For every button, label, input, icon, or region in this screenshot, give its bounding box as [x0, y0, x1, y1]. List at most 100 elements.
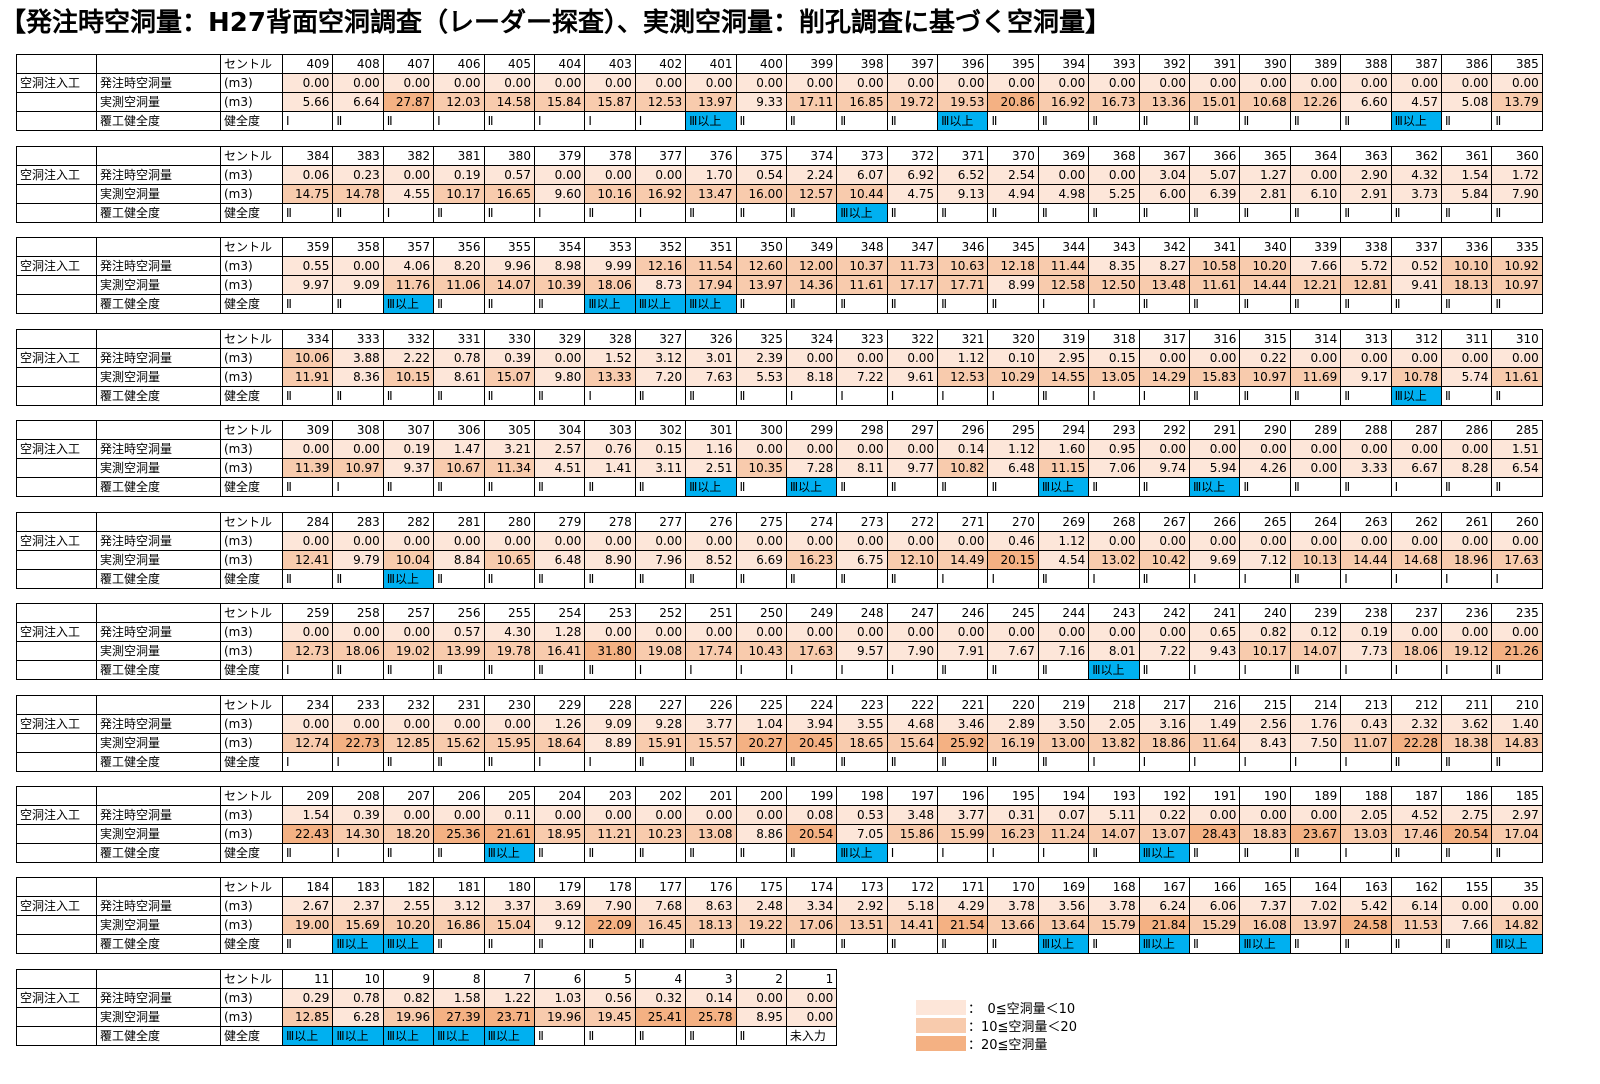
actual-volume-cell: 1.41 — [584, 458, 636, 478]
actual-volume-cell: 13.64 — [1037, 915, 1090, 935]
health-grade-cell: Ⅱ — [1289, 477, 1342, 497]
actual-volume-cell: 10.43 — [735, 641, 787, 661]
center-number-cell: 323 — [836, 329, 888, 349]
health-grade-cell: Ⅱ — [1239, 477, 1291, 497]
health-grade-cell: Ⅰ — [433, 111, 485, 131]
actual-volume-cell: 15.07 — [483, 367, 535, 387]
table-row-center-row: セントル 359 358 357 356 355 354 353 352 351 350 349 348… — [16, 237, 1543, 257]
label-cell — [16, 420, 97, 440]
order-volume-cell: 0.00 — [332, 256, 384, 276]
actual-volume-cell: 16.86 — [433, 915, 485, 935]
health-grade-cell: Ⅱ — [685, 843, 737, 863]
table-row-order-row: 空洞注入工 発注時空洞量 (m3) 10.06 3.88 2.22 0.78 0.39 0.00… — [16, 348, 1543, 368]
health-grade-cell: Ⅱ — [1340, 386, 1392, 406]
order-volume-cell: 0.00 — [1189, 439, 1241, 459]
center-number-cell: 380 — [483, 146, 535, 166]
health-grade-cell: Ⅱ — [987, 203, 1039, 223]
health-grade-cell: Ⅰ — [1239, 660, 1291, 680]
actual-volume-cell: 4.75 — [886, 184, 939, 204]
health-grade-cell: Ⅱ — [937, 203, 989, 223]
data-block: セントル 334 333 332 331 330 329 328 327 326 325 324 323… — [16, 329, 1543, 406]
actual-volume-cell: 13.79 — [1491, 92, 1543, 112]
order-volume-cell: 0.00 — [785, 622, 838, 642]
center-number-cell: 175 — [735, 877, 787, 897]
order-volume-cell: 0.00 — [785, 73, 838, 93]
actual-volume-cell: 4.98 — [1037, 184, 1090, 204]
health-grade-cell: Ⅱ — [1138, 660, 1191, 680]
center-number-cell: 371 — [937, 146, 989, 166]
health-grade-cell: Ⅱ — [785, 569, 838, 589]
health-grade-cell: Ⅱ — [785, 843, 838, 863]
order-volume-cell: 0.00 — [634, 165, 687, 185]
health-grade-cell: Ⅰ — [1390, 477, 1442, 497]
center-number-cell: 402 — [634, 54, 687, 74]
order-volume-cell: 1.12 — [937, 348, 989, 368]
health-grade-cell: Ⅰ — [1239, 569, 1291, 589]
label-cell — [16, 569, 97, 589]
order-volume-cell: 2.05 — [1088, 714, 1140, 734]
center-number-cell: 409 — [281, 54, 334, 74]
order-volume-cell: 0.00 — [1239, 73, 1291, 93]
order-volume-cell: 5.72 — [1340, 256, 1392, 276]
order-volume-cell: 3.50 — [1037, 714, 1090, 734]
order-volume-cell: 3.48 — [886, 805, 939, 825]
center-number-cell: 11 — [281, 969, 334, 989]
health-grade-cell: Ⅱ — [836, 294, 888, 314]
center-number-cell: 203 — [584, 786, 636, 806]
order-volume-cell: 10.20 — [1239, 256, 1291, 276]
legend-item-low: ： 0≦空洞量＜10 — [916, 998, 1077, 1017]
unit-label: セントル — [220, 603, 283, 623]
order-volume-cell: 1.54 — [281, 805, 334, 825]
center-number-cell: 368 — [1088, 146, 1140, 166]
health-grade-cell: Ⅱ — [735, 294, 787, 314]
order-volume-cell: 0.00 — [1189, 805, 1241, 825]
unit-label: (m3) — [220, 73, 283, 93]
health-grade-cell: Ⅱ — [735, 843, 787, 863]
order-volume-cell: 0.00 — [735, 622, 787, 642]
center-number-cell: 366 — [1189, 146, 1241, 166]
order-volume-cell: 2.95 — [1037, 348, 1090, 368]
order-volume-cell: 0.00 — [1239, 439, 1291, 459]
health-grade-cell: Ⅰ — [1138, 386, 1191, 406]
center-number-cell: 289 — [1289, 420, 1342, 440]
center-number-cell: 280 — [483, 512, 535, 532]
label-cell — [16, 111, 97, 131]
order-volume-cell: 0.00 — [1390, 531, 1442, 551]
center-number-cell: 209 — [281, 786, 334, 806]
center-number-cell: 343 — [1088, 237, 1140, 257]
order-volume-cell: 0.00 — [1138, 622, 1191, 642]
order-volume-cell: 4.30 — [483, 622, 535, 642]
actual-volume-cell: 6.00 — [1138, 184, 1191, 204]
actual-volume-cell: 14.55 — [1037, 367, 1090, 387]
health-grade-cell: Ⅰ — [1088, 752, 1140, 772]
table-row-order-row: 空洞注入工 発注時空洞量 (m3) 0.00 0.00 0.00 0.00 0.00 0.00 0… — [16, 531, 1543, 551]
center-number-cell: 400 — [735, 54, 787, 74]
center-number-cell: 367 — [1138, 146, 1191, 166]
health-grade-cell: Ⅱ — [1138, 294, 1191, 314]
actual-volume-cell: 14.07 — [1289, 641, 1342, 661]
actual-volume-cell: 25.41 — [634, 1007, 687, 1027]
order-volume-cell: 7.66 — [1289, 256, 1342, 276]
row-label: 実測空洞量 — [96, 275, 221, 295]
order-volume-cell: 12.60 — [735, 256, 787, 276]
health-grade-cell: Ⅰ — [1138, 752, 1191, 772]
actual-volume-cell: 7.90 — [886, 641, 939, 661]
actual-volume-cell: 15.57 — [685, 733, 737, 753]
row-label: 実測空洞量 — [96, 1007, 221, 1027]
health-grade-cell: Ⅱ — [836, 569, 888, 589]
order-volume-cell: 2.22 — [382, 348, 435, 368]
order-volume-cell: 8.98 — [533, 256, 586, 276]
health-grade-cell: Ⅲ以上 — [836, 203, 888, 223]
center-number-cell: 354 — [533, 237, 586, 257]
health-grade-cell: Ⅰ — [1037, 294, 1090, 314]
order-volume-cell: 0.00 — [584, 165, 636, 185]
health-grade-cell: Ⅱ — [634, 1026, 687, 1046]
order-volume-cell: 9.28 — [634, 714, 687, 734]
order-volume-cell: 0.00 — [1239, 805, 1291, 825]
order-volume-cell: 6.06 — [1189, 896, 1241, 916]
health-grade-cell: Ⅱ — [1289, 934, 1342, 954]
actual-volume-cell: 6.64 — [332, 92, 384, 112]
order-volume-cell: 0.00 — [1390, 73, 1442, 93]
actual-volume-cell: 25.92 — [937, 733, 989, 753]
order-volume-cell: 3.56 — [1037, 896, 1090, 916]
